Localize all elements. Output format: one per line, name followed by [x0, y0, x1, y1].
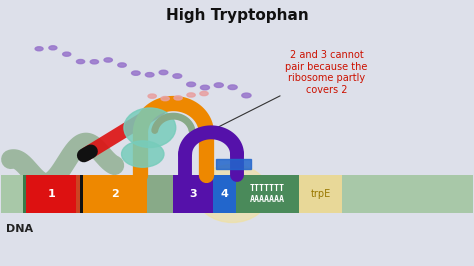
- Ellipse shape: [118, 63, 126, 67]
- Ellipse shape: [146, 73, 154, 77]
- Bar: [342, 175, 473, 213]
- Bar: [83, 175, 147, 213]
- Ellipse shape: [196, 165, 269, 222]
- Text: 2 and 3 cannot
pair because the
ribosome partly
covers 2: 2 and 3 cannot pair because the ribosome…: [209, 50, 368, 132]
- Ellipse shape: [63, 52, 71, 56]
- Ellipse shape: [132, 71, 140, 75]
- Bar: [147, 175, 173, 213]
- Ellipse shape: [174, 96, 182, 100]
- Bar: [299, 175, 342, 213]
- Bar: [76, 175, 80, 213]
- Text: TTTTTTT
AAAAAAA: TTTTTTT AAAAAAA: [250, 185, 285, 204]
- Ellipse shape: [161, 97, 169, 101]
- Ellipse shape: [228, 85, 237, 90]
- Text: 1: 1: [47, 189, 55, 199]
- Bar: [213, 175, 236, 213]
- Text: 3: 3: [189, 189, 197, 199]
- Bar: [173, 175, 213, 213]
- Text: 2: 2: [111, 189, 119, 199]
- Ellipse shape: [148, 94, 156, 98]
- Ellipse shape: [159, 70, 168, 75]
- Ellipse shape: [104, 58, 112, 62]
- Ellipse shape: [173, 74, 182, 78]
- Ellipse shape: [200, 92, 208, 96]
- Ellipse shape: [214, 83, 223, 88]
- Ellipse shape: [242, 93, 251, 98]
- Ellipse shape: [49, 46, 57, 50]
- Bar: [27, 175, 76, 213]
- Text: DNA: DNA: [6, 224, 33, 234]
- Text: trpE: trpE: [310, 189, 330, 199]
- Ellipse shape: [187, 93, 195, 97]
- Text: High Tryptophan: High Tryptophan: [165, 8, 309, 23]
- Text: 4: 4: [220, 189, 228, 199]
- Ellipse shape: [76, 60, 85, 64]
- Ellipse shape: [124, 108, 176, 147]
- Ellipse shape: [121, 141, 164, 167]
- Ellipse shape: [187, 82, 196, 87]
- Ellipse shape: [201, 85, 210, 90]
- Ellipse shape: [90, 60, 99, 64]
- Bar: [236, 175, 299, 213]
- Bar: [1, 175, 23, 213]
- Ellipse shape: [35, 47, 43, 51]
- Bar: [80, 175, 83, 213]
- FancyBboxPatch shape: [216, 159, 251, 169]
- Bar: [23, 175, 27, 213]
